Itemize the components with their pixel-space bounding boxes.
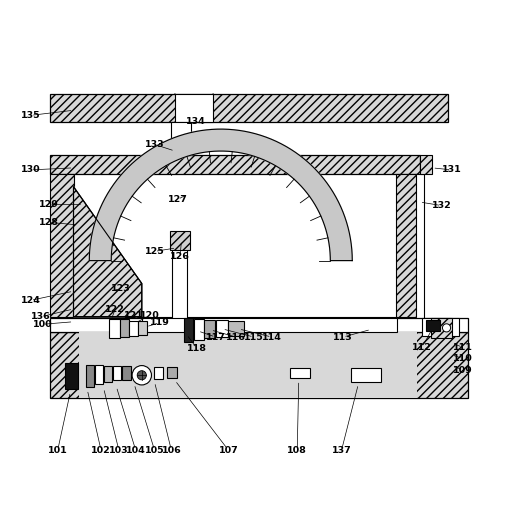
Text: 129: 129: [39, 200, 59, 209]
Text: 120: 120: [139, 311, 160, 320]
Text: 134: 134: [185, 118, 205, 127]
Text: 137: 137: [332, 446, 351, 455]
Bar: [204, 320, 215, 338]
Bar: [79, 332, 418, 398]
Bar: [175, 94, 213, 122]
Bar: [426, 320, 440, 331]
Text: 125: 125: [145, 247, 164, 256]
Bar: [142, 318, 397, 332]
Text: 136: 136: [31, 312, 51, 321]
Bar: [420, 155, 432, 174]
Text: 130: 130: [21, 166, 40, 174]
Circle shape: [442, 324, 451, 332]
Bar: [215, 320, 228, 337]
Text: 127: 127: [167, 195, 188, 204]
Bar: [351, 367, 381, 382]
Bar: [172, 237, 186, 323]
Text: 133: 133: [145, 140, 164, 149]
Text: 107: 107: [219, 446, 238, 455]
Circle shape: [137, 370, 147, 380]
Text: 124: 124: [21, 296, 40, 305]
Text: 109: 109: [453, 366, 473, 375]
Bar: [170, 231, 190, 250]
Bar: [153, 366, 163, 379]
Bar: [109, 319, 120, 338]
Text: 131: 131: [442, 166, 462, 174]
Text: 108: 108: [287, 446, 307, 455]
Text: 101: 101: [48, 446, 67, 455]
Bar: [171, 122, 191, 155]
Bar: [183, 318, 193, 342]
Bar: [129, 321, 138, 336]
Circle shape: [132, 365, 151, 385]
Bar: [50, 174, 74, 317]
Text: 117: 117: [206, 333, 226, 341]
Bar: [50, 155, 420, 174]
Bar: [50, 318, 468, 332]
Bar: [167, 366, 178, 378]
Bar: [86, 364, 94, 387]
Bar: [104, 365, 112, 382]
Bar: [122, 366, 131, 380]
Bar: [50, 332, 468, 398]
Bar: [50, 94, 448, 122]
Text: 105: 105: [145, 446, 164, 455]
Text: 123: 123: [110, 284, 130, 293]
Text: 102: 102: [91, 446, 111, 455]
Bar: [95, 364, 103, 384]
Text: 119: 119: [150, 318, 169, 327]
Text: 128: 128: [39, 218, 59, 227]
Text: 106: 106: [162, 446, 181, 455]
Text: 113: 113: [333, 333, 353, 341]
Bar: [138, 321, 148, 335]
Polygon shape: [89, 129, 352, 261]
Bar: [396, 174, 416, 317]
Text: 132: 132: [431, 201, 451, 210]
Bar: [228, 321, 243, 336]
Text: 135: 135: [21, 111, 40, 120]
Text: 112: 112: [412, 343, 432, 352]
Text: 115: 115: [244, 333, 264, 341]
Bar: [194, 319, 204, 340]
Bar: [65, 362, 78, 389]
Bar: [415, 174, 424, 323]
Bar: [422, 318, 459, 336]
Bar: [431, 318, 452, 338]
Bar: [290, 367, 310, 378]
Text: 126: 126: [170, 252, 190, 261]
Bar: [120, 319, 129, 337]
Text: 100: 100: [33, 320, 52, 329]
Text: 121: 121: [124, 311, 144, 320]
Text: 114: 114: [262, 333, 282, 341]
Text: 116: 116: [226, 333, 246, 341]
Text: 118: 118: [187, 344, 207, 353]
Text: 111: 111: [453, 343, 473, 352]
Text: 104: 104: [126, 446, 146, 455]
Polygon shape: [74, 187, 142, 317]
Bar: [113, 366, 121, 380]
Polygon shape: [74, 187, 142, 317]
Text: 122: 122: [105, 305, 125, 314]
Text: 110: 110: [453, 354, 473, 363]
Text: 103: 103: [109, 446, 128, 455]
